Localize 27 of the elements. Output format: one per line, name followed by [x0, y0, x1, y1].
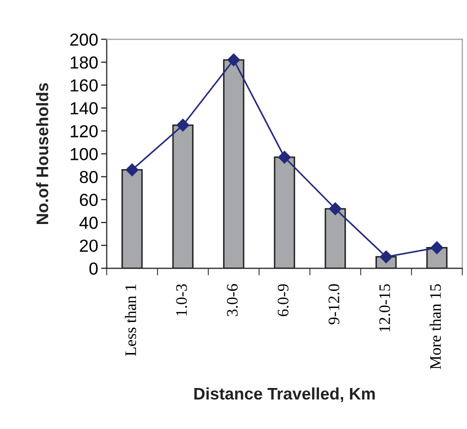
- x-axis-title: Distance Travelled, Km: [194, 387, 375, 402]
- y-tick-label: 180: [70, 56, 98, 69]
- x-tick-label: 9-12.0: [328, 284, 340, 324]
- x-tick-label: 1.0-3: [176, 284, 187, 316]
- y-tick-label: 0: [89, 262, 98, 275]
- point: [278, 150, 291, 164]
- point: [227, 53, 240, 66]
- y-tick-label: 80: [80, 170, 98, 184]
- y-tick-label: 100: [70, 148, 98, 160]
- x-tick-label: Less than 1: [124, 284, 136, 356]
- y-tick-label: 60: [80, 194, 98, 206]
- y-tick-label: 140: [70, 102, 98, 114]
- point: [380, 250, 393, 264]
- point: [430, 241, 444, 254]
- x-tick-label: More than 15: [430, 284, 441, 370]
- point: [126, 163, 139, 176]
- y-tick-label: 200: [70, 33, 98, 46]
- y-tick-label: 160: [70, 79, 98, 92]
- point: [176, 118, 190, 132]
- y-axis-title: No.of Households: [36, 83, 48, 224]
- y-tick-label: 40: [79, 216, 98, 229]
- x-tick-label: 12.0-15: [379, 284, 390, 332]
- y-tick-label: 20: [80, 240, 98, 252]
- point: [328, 202, 342, 216]
- x-tick-label: 6.0-9: [278, 284, 289, 316]
- x-tick-label: 3.0-6: [226, 284, 238, 316]
- y-tick-label: 120: [70, 125, 98, 138]
